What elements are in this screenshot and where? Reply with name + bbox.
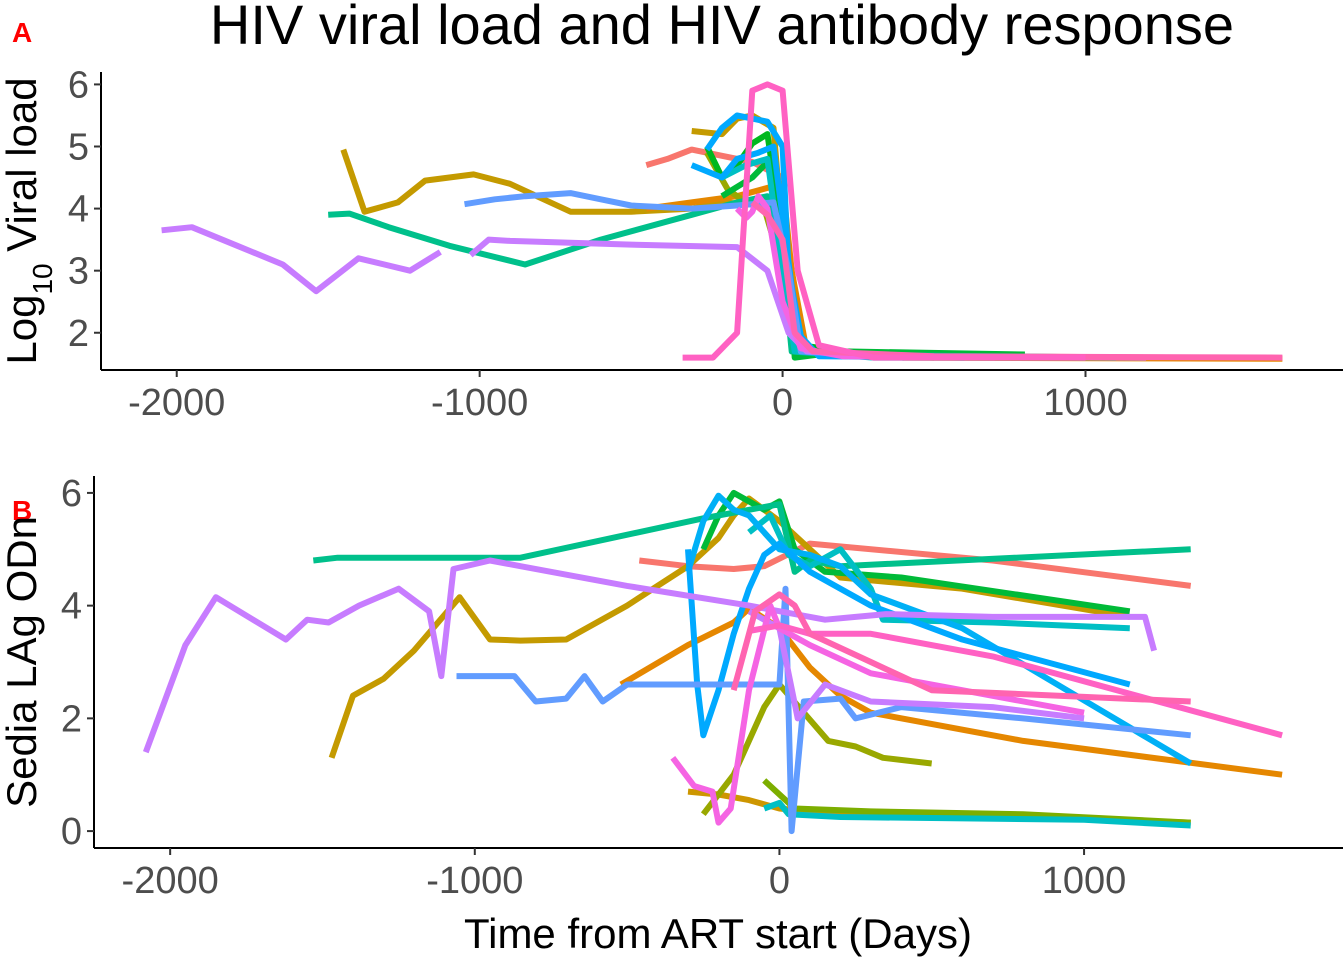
x-tick-label: -2000 — [128, 382, 225, 424]
panel-a-tag: A — [12, 17, 32, 48]
panel-a-series-line-12 — [464, 190, 1086, 361]
x-tick-label: 0 — [772, 382, 793, 424]
panel-b-series-line-3 — [619, 605, 1283, 778]
panel-a-series-line-2 — [340, 148, 1025, 361]
x-tick-label: 0 — [769, 860, 790, 902]
panel-a-series-line-17 — [682, 81, 1086, 361]
panel-a-series-line-8 — [328, 193, 1116, 361]
panel-b-series-line-18 — [730, 591, 1191, 705]
x-tick-label: 1000 — [1042, 860, 1127, 902]
x-tick-label: -1000 — [426, 860, 523, 902]
panel-b-tag: B — [12, 495, 32, 526]
panel-a-y-axis-label: Log10 Viral load — [0, 77, 58, 364]
panel-b-series-line-12 — [763, 799, 1191, 829]
panel-a-series-line-10 — [690, 143, 965, 361]
y-tick-label: 3 — [68, 251, 89, 293]
panel-a: 2 3 4 5 6 -2000 -1000 0 1000 Log10 Viral load — [0, 64, 1343, 424]
chart-title: HIV viral load and HIV antibody response — [210, 0, 1234, 56]
panel-b-series-line-16 — [670, 602, 1085, 826]
panel-b-series-line-8 — [312, 501, 1191, 575]
y-tick-label: 4 — [61, 586, 82, 628]
y-tick-label: 6 — [68, 64, 89, 106]
panel-a-series-line-1 — [645, 146, 1192, 361]
panel-a-series-line-16 — [750, 200, 1283, 361]
panel-b-y-axis-label: Sedia LAg ODn — [0, 516, 45, 808]
panel-b-series-line-9 — [747, 512, 1130, 632]
y-tick-label: 0 — [61, 811, 82, 853]
panel-b-series-line-10 — [685, 492, 1193, 767]
x-axis-label: Time from ART start (Days) — [464, 910, 972, 957]
y-tick-label: 5 — [68, 127, 89, 169]
panel-a-series-line-13 — [161, 224, 442, 295]
x-tick-label: -1000 — [431, 382, 528, 424]
x-tick-label: -2000 — [122, 860, 219, 902]
panel-b-series-line-14 — [142, 557, 1157, 754]
panel-b-series-line-2 — [328, 495, 1131, 759]
y-tick-label: 4 — [68, 189, 89, 231]
panel-b: 0 2 4 6 -2000 -1000 0 1000 Sedia LAg ODn — [0, 473, 1343, 902]
x-tick-label: 1000 — [1043, 382, 1128, 424]
y-tick-label: 6 — [61, 473, 82, 515]
y-tick-label: 2 — [61, 698, 82, 740]
y-tick-label: 2 — [68, 313, 89, 355]
